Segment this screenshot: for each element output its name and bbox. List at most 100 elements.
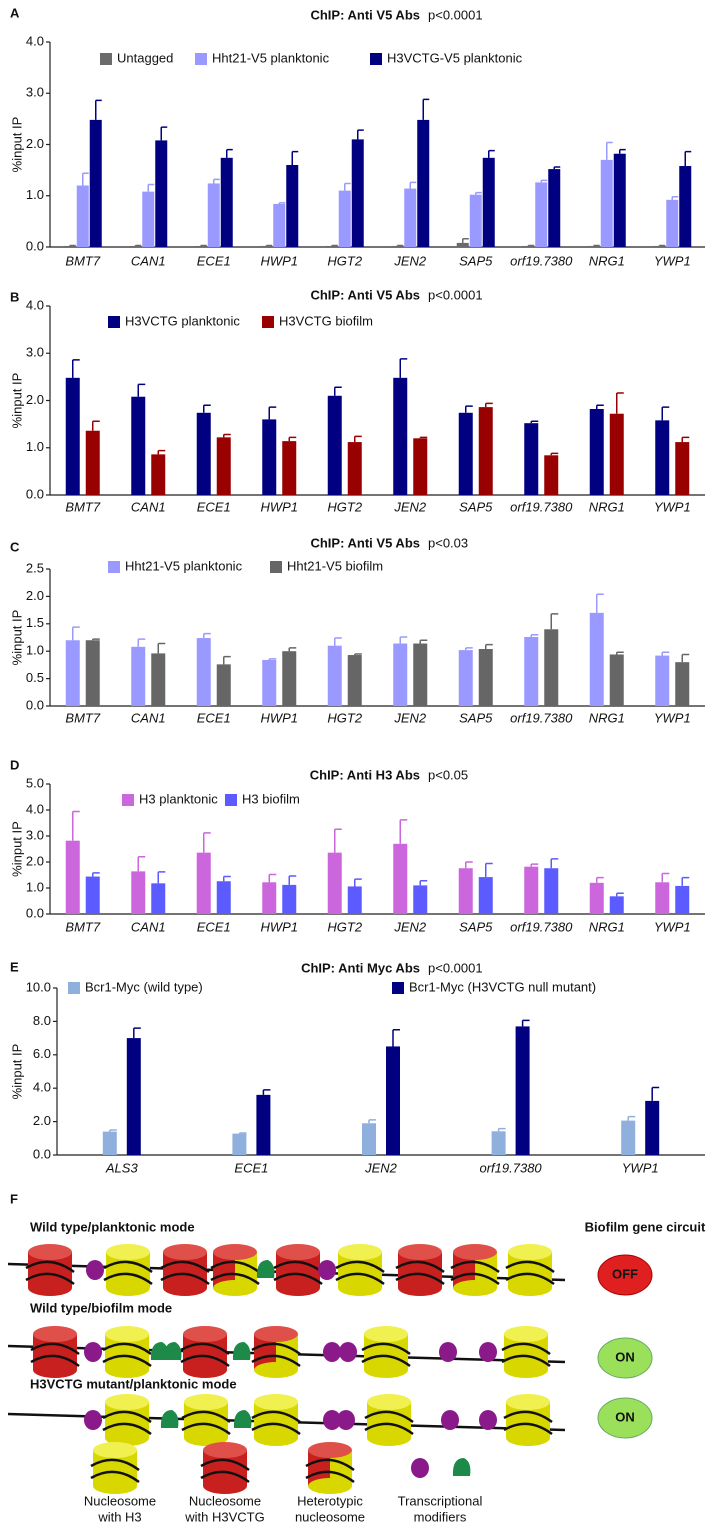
bar [524, 636, 539, 706]
error-bar [354, 435, 362, 443]
x-tick-label: ECE1 [197, 253, 231, 268]
bar [126, 1038, 141, 1155]
y-tick-label: 0.0 [26, 238, 44, 253]
circuit-state [597, 1397, 653, 1439]
error-bar [596, 404, 604, 410]
y-tick-label: 0.5 [26, 670, 44, 685]
y-tick-label: 3.0 [26, 345, 44, 360]
bar [609, 654, 624, 706]
error-bar [95, 99, 102, 120]
error-bar [226, 148, 233, 158]
y-tick-label: 4.0 [33, 1080, 51, 1095]
bar [413, 643, 428, 706]
nucleosome-top [93, 1442, 137, 1458]
error-bar [419, 879, 428, 886]
p-value: p<0.0001 [428, 7, 483, 22]
bar [129, 245, 142, 247]
error-bar [133, 1027, 141, 1039]
legend-label: Nucleosome [84, 1493, 156, 1508]
dna-wrap [102, 1342, 152, 1368]
x-tick-label: JEN2 [393, 919, 427, 934]
bar [491, 1131, 506, 1155]
y-tick-label: 2.0 [33, 1113, 51, 1128]
error-bar [92, 420, 100, 431]
bar [142, 191, 155, 247]
dna-wrap [251, 1342, 301, 1368]
error-bar [137, 383, 146, 397]
bar [679, 166, 692, 247]
bar [522, 245, 535, 247]
y-tick-label: 2.0 [26, 136, 44, 151]
x-tick-label: orf19.7380 [510, 919, 573, 934]
dna-wrap [160, 1260, 210, 1286]
legend-label: Nucleosome [189, 1493, 261, 1508]
circuit-state-label: OFF [612, 1266, 638, 1281]
nucleosome-bottom [508, 1280, 552, 1296]
bar [413, 885, 428, 914]
bar [458, 868, 473, 914]
x-tick-label: BMT7 [65, 919, 100, 934]
nucleosome-bottom [105, 1362, 149, 1378]
error-bar [137, 856, 146, 872]
dna-wrap [450, 1260, 500, 1286]
x-tick-label: YWP1 [654, 919, 691, 934]
error-bar [553, 166, 561, 170]
error-bar [69, 244, 76, 247]
legend-label: modifiers [414, 1509, 467, 1524]
bar [655, 882, 670, 914]
x-tick-label: CAN1 [131, 253, 166, 268]
bar [404, 188, 417, 247]
bar [413, 438, 428, 495]
bar [151, 883, 166, 914]
bar [645, 1100, 660, 1155]
x-tick-label: orf19.7380 [510, 253, 573, 268]
nucleosome-top [33, 1326, 77, 1342]
x-tick-label: NRG1 [589, 499, 625, 514]
bar [589, 882, 604, 914]
circuit-state-label: ON [615, 1349, 635, 1364]
bar [675, 885, 690, 914]
bar [469, 194, 482, 247]
error-bar [681, 436, 690, 443]
nucleosome-top [364, 1326, 408, 1342]
bar [65, 640, 80, 706]
bar [458, 412, 473, 495]
legend-swatch [225, 794, 237, 806]
bar [194, 245, 207, 247]
legend-swatch [262, 316, 274, 328]
y-axis-label: %input IP [9, 821, 24, 877]
bar [482, 157, 495, 247]
modifier-green [256, 1260, 275, 1278]
dna-wrap [90, 1458, 140, 1484]
error-bar [671, 196, 679, 200]
modifier-purple [439, 1342, 457, 1362]
bar [589, 409, 604, 495]
nucleosome-top [453, 1244, 497, 1260]
circuit-state-label: ON [615, 1409, 635, 1424]
modifier-purple [318, 1260, 336, 1280]
legend-label: Hht21-V5 planktonic [212, 50, 330, 65]
bar [362, 1123, 376, 1155]
bar [131, 871, 146, 914]
bar [65, 377, 80, 495]
error-bar [368, 1119, 376, 1124]
panel-letter: F [10, 1191, 18, 1206]
error-bar [651, 1086, 660, 1101]
bar [351, 139, 364, 247]
error-bar [223, 875, 231, 882]
bar [85, 876, 100, 914]
nucleosome-top [105, 1326, 149, 1342]
nucleosome-bottom [367, 1430, 411, 1446]
x-tick-label: HGT2 [327, 499, 362, 514]
bar [207, 183, 220, 247]
x-tick-label: BMT7 [65, 253, 100, 268]
chromatin-row [7, 1244, 566, 1296]
error-bar [530, 420, 539, 424]
bar [417, 119, 430, 247]
error-bar [616, 651, 624, 655]
error-bar [92, 872, 100, 877]
legend-label: nucleosome [295, 1509, 365, 1524]
dna-wrap [180, 1342, 230, 1368]
